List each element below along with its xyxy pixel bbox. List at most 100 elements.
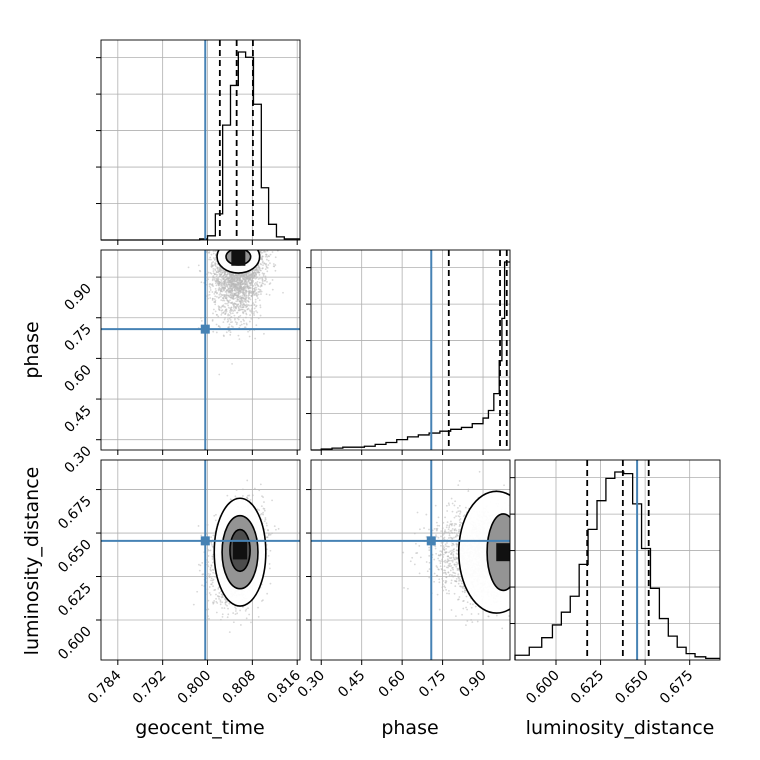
sample-point (209, 593, 212, 596)
sample-point (207, 271, 210, 274)
sample-point (223, 276, 226, 279)
sample-point (258, 281, 261, 284)
sample-point (263, 501, 265, 503)
sample-point (218, 308, 221, 311)
sample-point (238, 338, 241, 341)
sample-point (214, 269, 217, 272)
sample-point (213, 298, 216, 300)
sample-point (219, 268, 222, 271)
sample-point (264, 283, 266, 286)
sample-point (208, 293, 211, 296)
sample-point (224, 270, 227, 273)
sample-point (228, 290, 231, 293)
sample-point (219, 292, 222, 295)
sample-point (236, 305, 239, 307)
sample-point (251, 281, 254, 284)
sample-point (262, 274, 265, 277)
sample-point (224, 312, 227, 315)
sample-point (222, 285, 224, 288)
sample-point (263, 262, 266, 265)
sample-point (212, 602, 215, 605)
sample-point (216, 314, 218, 316)
sample-point (266, 255, 269, 258)
sample-point (241, 279, 244, 282)
sample-point (221, 294, 224, 297)
sample-point (218, 597, 220, 600)
sample-point (263, 272, 266, 275)
sample-point (231, 286, 234, 289)
sample-point (240, 308, 243, 311)
sample-point (207, 297, 210, 300)
sample-point (252, 302, 255, 305)
sample-point (236, 275, 239, 278)
sample-point (247, 330, 249, 333)
sample-point (220, 309, 223, 312)
sample-point (231, 273, 234, 276)
sample-point (259, 314, 262, 317)
sample-point (231, 277, 233, 280)
sample-point (215, 265, 217, 268)
sample-point (225, 309, 228, 312)
sample-point (233, 288, 236, 291)
sample-point (207, 572, 209, 575)
sample-point (230, 294, 233, 297)
sample-point (269, 549, 272, 552)
sample-point (262, 282, 265, 285)
sample-point (239, 304, 242, 307)
sample-point (239, 290, 241, 293)
sample-point (214, 310, 217, 313)
sample-point (216, 602, 219, 604)
sample-point (227, 329, 230, 332)
sample-point (235, 323, 238, 326)
sample-point (264, 517, 267, 519)
sample-point (214, 262, 217, 264)
sample-point (222, 288, 225, 291)
sample-point (255, 283, 258, 285)
sample-point (229, 299, 231, 302)
sample-point (249, 286, 252, 289)
sample-point (206, 588, 209, 591)
sample-point (243, 279, 246, 281)
sample-point (251, 494, 254, 497)
sample-point (206, 577, 209, 580)
sample-point (237, 318, 240, 321)
sample-point (224, 302, 227, 305)
sample-point (266, 280, 268, 283)
sample-point (225, 273, 228, 276)
sample-point (220, 306, 222, 309)
density-peak (231, 250, 246, 266)
sample-point (213, 278, 216, 281)
sample-point (222, 321, 225, 324)
sample-point (206, 533, 209, 535)
sample-point (211, 601, 214, 604)
sample-point (242, 283, 245, 285)
sample-point (219, 599, 222, 602)
sample-point (218, 306, 220, 309)
sample-point (231, 293, 233, 295)
sample-point (261, 277, 263, 280)
sample-point (228, 294, 231, 297)
sample-point (223, 305, 225, 308)
sample-point (225, 292, 228, 294)
sample-point (206, 273, 209, 276)
contour-0 (216, 250, 261, 274)
sample-point (248, 309, 251, 312)
sample-point (253, 275, 256, 278)
sample-point (260, 505, 263, 508)
sample-point (210, 543, 213, 546)
sample-point (257, 278, 260, 280)
sample-point (215, 275, 218, 278)
sample-point (226, 288, 229, 291)
sample-point (212, 585, 215, 588)
sample-point (234, 317, 236, 320)
sample-point (207, 278, 210, 281)
sample-point (244, 310, 247, 312)
sample-point (257, 293, 260, 296)
sample-point (212, 276, 215, 279)
sample-point (223, 607, 226, 610)
sample-point (212, 330, 215, 333)
sample-point (224, 601, 227, 604)
sample-point (248, 294, 251, 297)
sample-point (221, 275, 224, 278)
